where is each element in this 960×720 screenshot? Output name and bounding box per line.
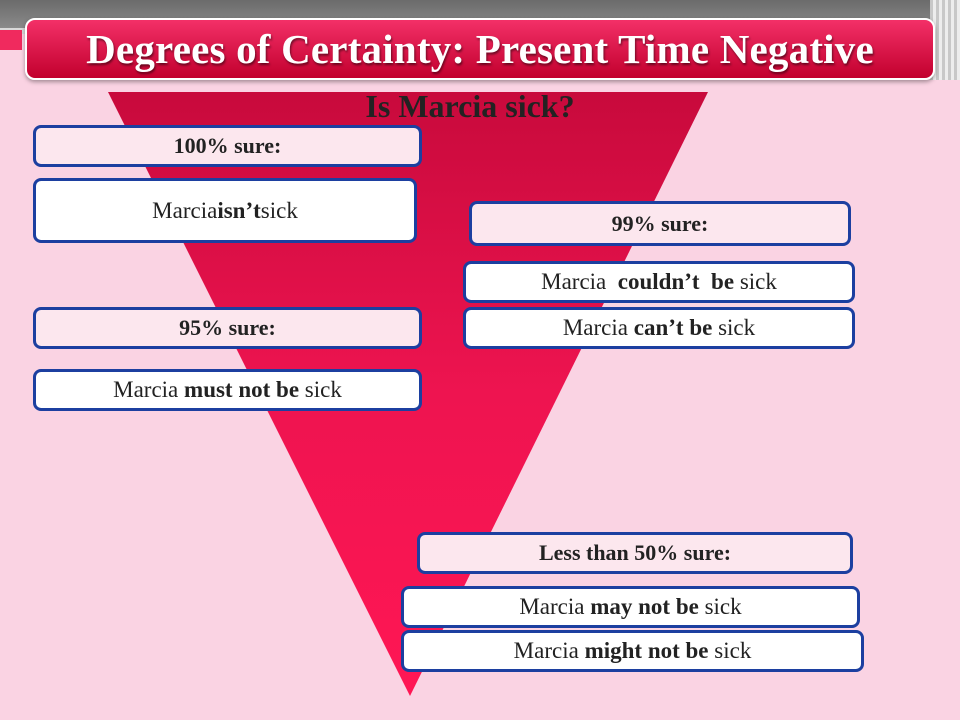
sentence-prefix: Marcia (113, 377, 185, 402)
label-95-percent: 95% sure: (33, 307, 422, 349)
sentence-prefix: Marcia (513, 638, 585, 663)
sentence-cant-be: Marcia can’t be sick (463, 307, 855, 349)
label-text: Less than 50% sure: (538, 540, 732, 565)
modal-phrase: isn’t (217, 197, 261, 223)
sentence-prefix: Marcia (152, 197, 218, 223)
sentence-prefix: Marcia (541, 269, 618, 294)
right-decoration (930, 0, 960, 80)
modal-phrase: can’t be (633, 315, 713, 340)
modal-phrase: couldn’t be (617, 269, 735, 294)
label-text: 99% sure: (611, 210, 709, 236)
sentence-isnt: Marcia isn’t sick (33, 178, 417, 243)
label-less-than-50-percent: Less than 50% sure: (417, 532, 853, 574)
label-100-percent: 100% sure: (33, 125, 422, 167)
sentence-prefix: Marcia (562, 315, 634, 340)
sentence-suffix: sick (708, 638, 752, 663)
sentence-might-not-be: Marcia might not be sick (401, 630, 864, 672)
sentence-suffix: sick (698, 594, 742, 619)
modal-phrase: might not be (584, 638, 709, 663)
modal-phrase: may not be (590, 594, 699, 619)
sentence-prefix: Marcia (519, 594, 591, 619)
modal-phrase: must not be (184, 377, 300, 402)
sentence-suffix: sick (299, 377, 342, 402)
label-text: 95% sure: (179, 315, 276, 340)
left-decoration (0, 30, 22, 50)
sentence-suffix: sick (734, 269, 777, 294)
label-99-percent: 99% sure: (469, 201, 851, 246)
label-text: 100% sure: (173, 133, 282, 158)
sentence-suffix: sick (260, 197, 298, 223)
question-text: Is Marcia sick? (365, 88, 575, 124)
slide-title: Degrees of Certainty: Present Time Negat… (86, 26, 874, 72)
sentence-may-not-be: Marcia may not be sick (401, 586, 860, 628)
sentence-suffix: sick (712, 315, 756, 340)
title-banner: Degrees of Certainty: Present Time Negat… (25, 18, 935, 80)
sentence-couldnt-be: Marcia couldn’t be sick (463, 261, 855, 303)
sentence-must-not-be: Marcia must not be sick (33, 369, 422, 411)
